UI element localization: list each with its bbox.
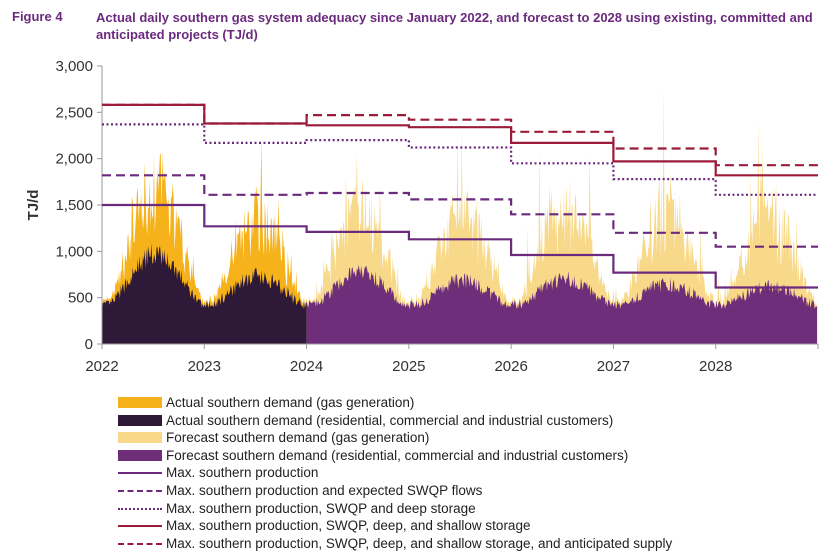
legend-line-sample bbox=[118, 542, 162, 545]
y-tick-label: 3,000 bbox=[55, 58, 93, 75]
y-tick-label: 500 bbox=[68, 290, 93, 307]
y-tick-label: 2,000 bbox=[55, 151, 93, 168]
legend-swatch bbox=[118, 432, 162, 444]
x-tick-label: 2025 bbox=[392, 358, 425, 375]
legend-label: Max. southern production and expected SW… bbox=[166, 482, 483, 498]
legend-label: Forecast southern demand (gas generation… bbox=[166, 430, 430, 446]
figure-title: Actual daily southern gas system adequac… bbox=[96, 10, 813, 42]
y-tick-label: 0 bbox=[85, 336, 93, 353]
y-tick-label: 2,500 bbox=[55, 104, 93, 121]
capacity-line-3 bbox=[102, 123, 818, 196]
x-tick-label: 2028 bbox=[699, 358, 732, 375]
legend-label: Max. southern production, SWQP, deep, an… bbox=[166, 518, 531, 534]
capacity-line-4 bbox=[102, 103, 818, 177]
legend-label: Max. southern production, SWQP, deep, an… bbox=[166, 535, 673, 551]
legend-line-sample bbox=[118, 507, 162, 510]
demand-areas bbox=[102, 85, 818, 344]
legend-swatch bbox=[118, 397, 162, 408]
capacity-line-2 bbox=[102, 174, 818, 248]
x-tick-label: 2024 bbox=[290, 358, 323, 375]
forecast-gas-generation-area bbox=[306, 85, 818, 344]
capacity-line-5 bbox=[102, 103, 818, 167]
y-tick-label: 1,000 bbox=[55, 243, 93, 260]
legend-swatch bbox=[118, 414, 162, 426]
legend-label: Max. southern production, SWQP and deep … bbox=[166, 500, 476, 516]
legend-label: Actual southern demand (residential, com… bbox=[166, 412, 614, 428]
x-tick-label: 2023 bbox=[188, 358, 221, 375]
legend-label: Forecast southern demand (residential, c… bbox=[166, 447, 629, 463]
capacity-line-1 bbox=[102, 203, 818, 289]
legend-label: Actual southern demand (gas generation) bbox=[166, 395, 415, 410]
actual-residential-area bbox=[102, 243, 307, 344]
figure-label: Figure 4 bbox=[12, 9, 63, 24]
legend-label: Max. southern production bbox=[166, 465, 319, 481]
y-tick-label: 1,500 bbox=[55, 197, 93, 214]
tick-labels: 0 500 1,000 1,500 2,000 2,500 3,000 2022 2023 202… bbox=[25, 58, 732, 375]
legend-line-sample bbox=[118, 472, 162, 475]
legend-line-sample bbox=[118, 489, 162, 492]
y-axis-label: TJ/d bbox=[25, 190, 42, 221]
x-tick-label: 2026 bbox=[494, 358, 527, 375]
x-tick-label: 2027 bbox=[597, 358, 630, 375]
x-tick-label: 2022 bbox=[85, 358, 118, 375]
legend-swatch bbox=[118, 449, 162, 461]
legend-line-sample bbox=[118, 525, 162, 528]
chart: 0 500 1,000 1,500 2,000 2,500 3,000 2022 2023 202… bbox=[25, 58, 819, 375]
capacity-lines bbox=[102, 103, 818, 289]
forecast-residential-area bbox=[306, 265, 818, 344]
